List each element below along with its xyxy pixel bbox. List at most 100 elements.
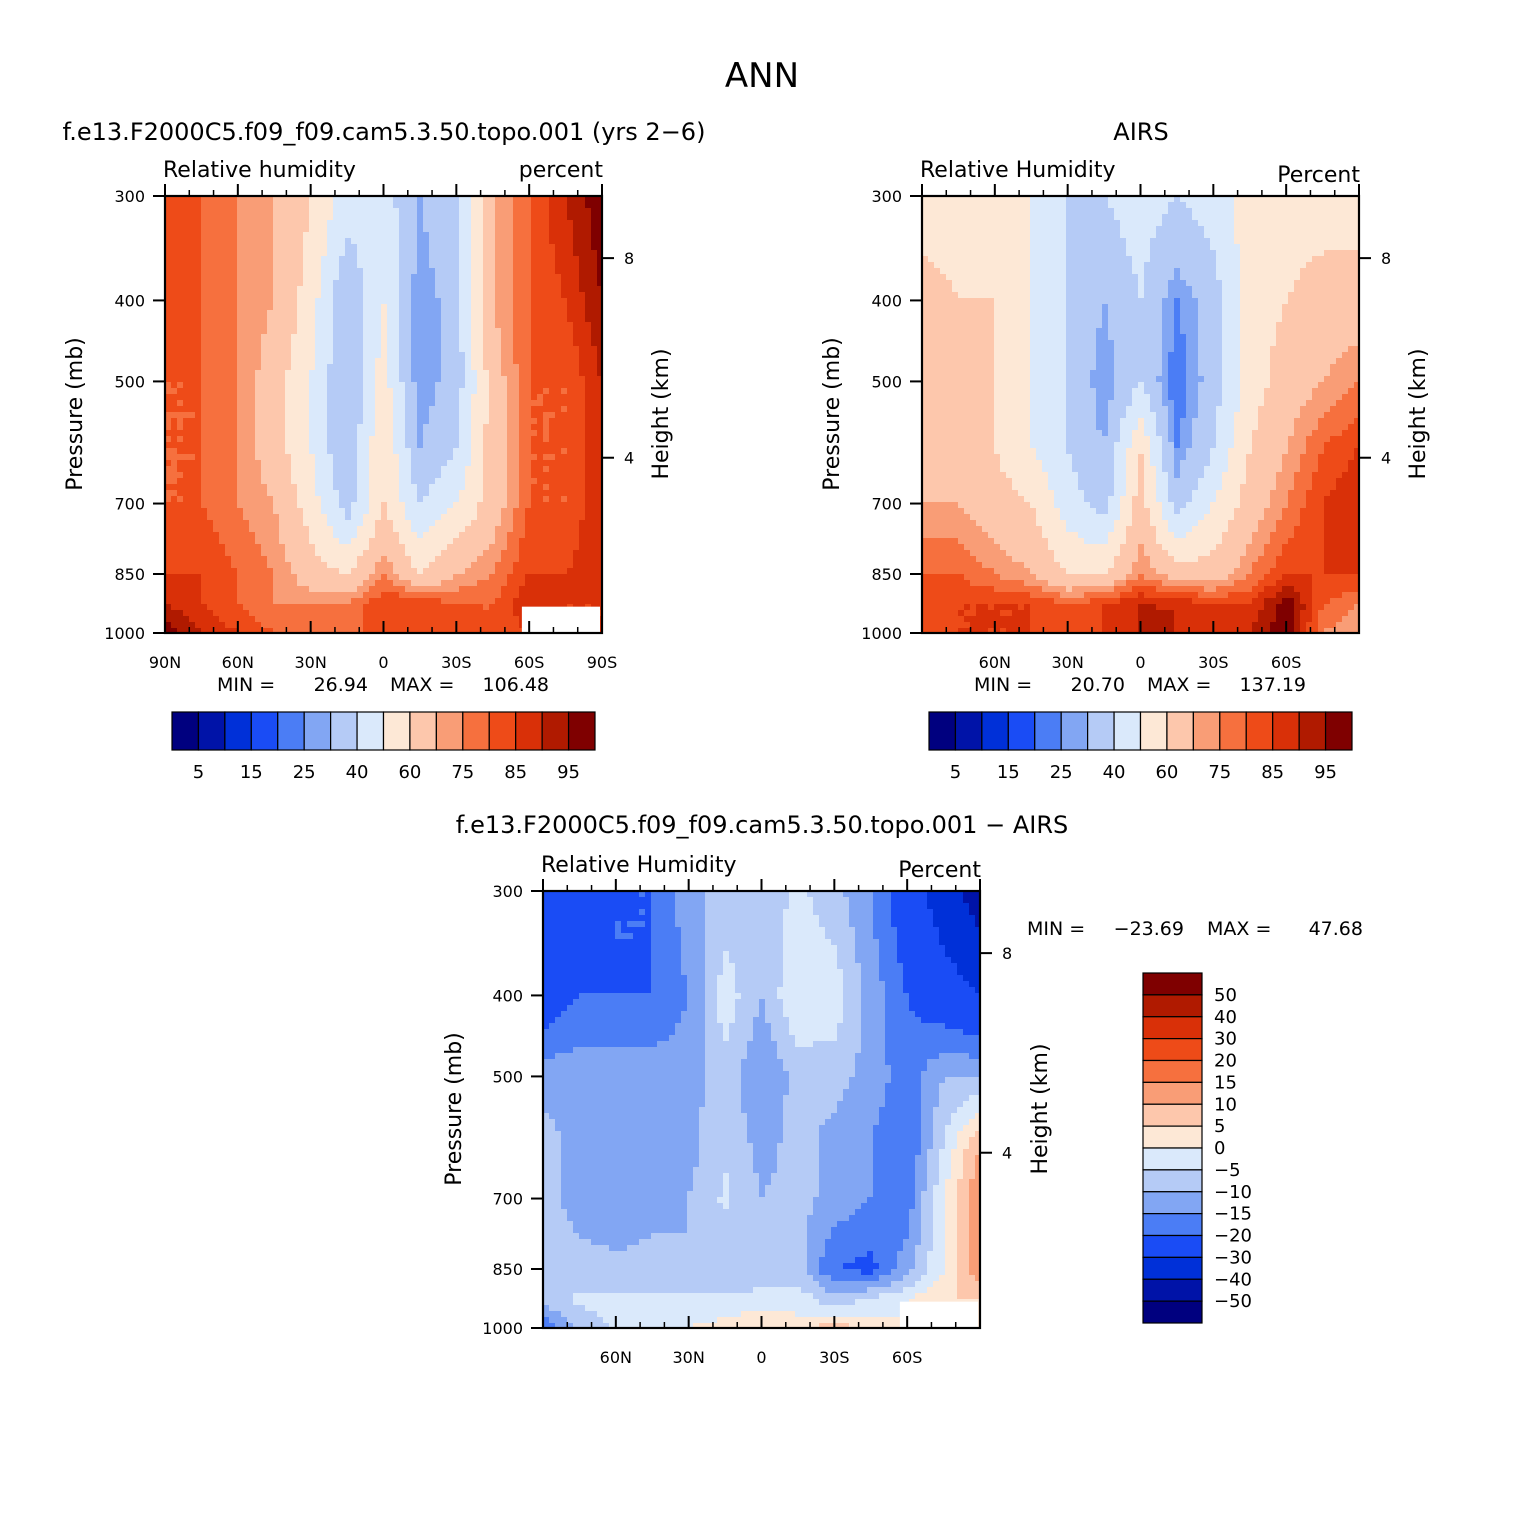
- contour-cell: [261, 526, 268, 533]
- contour-cell: [531, 574, 538, 581]
- contour-cell: [255, 454, 262, 461]
- contour-cell: [273, 580, 280, 587]
- contour-cell: [405, 232, 412, 239]
- contour-cell: [195, 334, 202, 341]
- contour-cell: [591, 484, 598, 491]
- contour-cell: [177, 346, 184, 353]
- contour-cell: [597, 346, 603, 353]
- contour-cell: [477, 262, 484, 269]
- contour-cell: [345, 532, 352, 539]
- contour-cell: [591, 418, 598, 425]
- contour-cell: [291, 544, 298, 551]
- contour-cell: [267, 436, 274, 443]
- contour-cell: [555, 592, 562, 599]
- contour-cell: [579, 286, 586, 293]
- contour-cell: [321, 322, 328, 329]
- contour-cell: [573, 382, 580, 389]
- contour-cell: [339, 352, 346, 359]
- contour-cell: [291, 364, 298, 371]
- contour-cell: [321, 334, 328, 341]
- contour-cell: [495, 532, 502, 539]
- contour-cell: [555, 322, 562, 329]
- contour-cell: [471, 442, 478, 449]
- contour-cell: [273, 358, 280, 365]
- contour-cell: [177, 556, 184, 563]
- contour-cell: [225, 202, 232, 209]
- contour-cell: [405, 382, 412, 389]
- contour-cell: [519, 508, 526, 515]
- contour-cell: [243, 322, 250, 329]
- contour-cell: [165, 442, 172, 449]
- contour-cell: [507, 532, 514, 539]
- contour-cell: [189, 562, 196, 569]
- contour-cell: [213, 316, 220, 323]
- contour-cell: [411, 274, 418, 281]
- contour-cell: [171, 226, 178, 233]
- contour-cell: [177, 406, 184, 413]
- contour-cell: [315, 598, 322, 605]
- contour-cell: [171, 520, 178, 527]
- contour-cell: [399, 556, 406, 563]
- contour-cell: [447, 580, 454, 587]
- contour-cell: [393, 406, 400, 413]
- contour-cell: [321, 274, 328, 281]
- contour-cell: [579, 550, 586, 557]
- contour-cell: [279, 496, 286, 503]
- contour-cell: [357, 412, 364, 419]
- contour-cell: [267, 208, 274, 215]
- contour-cell: [207, 472, 214, 479]
- contour-cell: [489, 508, 496, 515]
- contour-cell: [195, 298, 202, 305]
- contour-cell: [183, 412, 190, 419]
- contour-cell: [543, 274, 550, 281]
- contour-cell: [501, 490, 508, 497]
- contour-cell: [591, 598, 598, 605]
- contour-cell: [285, 550, 292, 557]
- contour-cell: [525, 298, 532, 305]
- contour-cell: [285, 532, 292, 539]
- contour-cell: [369, 274, 376, 281]
- contour-cell: [483, 226, 490, 233]
- contour-cell: [459, 310, 466, 317]
- contour-cell: [555, 496, 562, 503]
- contour-cell: [357, 274, 364, 281]
- contour-cell: [327, 268, 334, 275]
- contour-cell: [165, 352, 172, 359]
- contour-cell: [267, 508, 274, 515]
- contour-cell: [393, 388, 400, 395]
- contour-cell: [597, 562, 603, 569]
- contour-cell: [309, 328, 316, 335]
- contour-cell: [441, 574, 448, 581]
- contour-cell: [567, 460, 574, 467]
- contour-cell: [315, 220, 322, 227]
- contour-cell: [489, 352, 496, 359]
- contour-cell: [459, 364, 466, 371]
- contour-cell: [495, 232, 502, 239]
- contour-cell: [399, 526, 406, 533]
- contour-cell: [213, 286, 220, 293]
- contour-cell: [243, 358, 250, 365]
- contour-cell: [597, 592, 603, 599]
- contour-cell: [441, 478, 448, 485]
- contour-cell: [501, 532, 508, 539]
- contour-cell: [465, 280, 472, 287]
- contour-cell: [333, 262, 340, 269]
- contour-cell: [201, 316, 208, 323]
- contour-cell: [279, 598, 286, 605]
- contour-cell: [513, 376, 520, 383]
- contour-cell: [537, 244, 544, 251]
- contour-cell: [489, 418, 496, 425]
- contour-cell: [507, 322, 514, 329]
- contour-cell: [459, 472, 466, 479]
- contour-cell: [591, 298, 598, 305]
- contour-cell: [561, 496, 568, 503]
- contour-cell: [447, 544, 454, 551]
- contour-cell: [357, 574, 364, 581]
- contour-cell: [381, 574, 388, 581]
- contour-cell: [423, 580, 430, 587]
- contour-cell: [375, 316, 382, 323]
- contour-cell: [177, 268, 184, 275]
- contour-cell: [543, 196, 550, 203]
- contour-cell: [375, 196, 382, 203]
- contour-cell: [363, 280, 370, 287]
